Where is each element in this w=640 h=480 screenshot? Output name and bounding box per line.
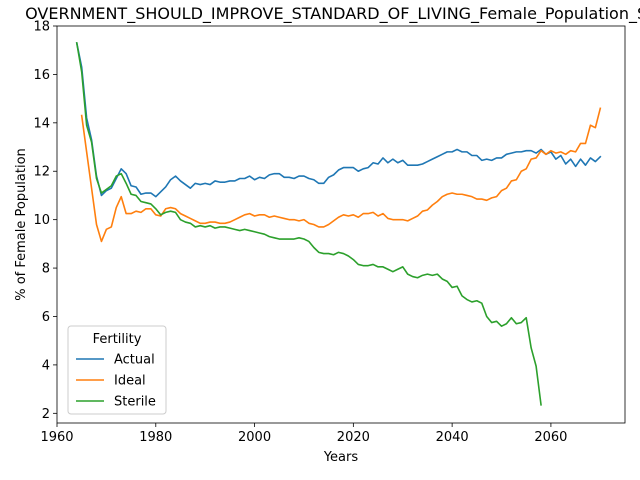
x-tick-label: 1960 bbox=[40, 430, 73, 445]
legend-title: Fertility bbox=[93, 332, 142, 347]
series-line-ideal bbox=[80, 107, 602, 243]
y-tick-label: 4 bbox=[42, 358, 50, 373]
x-axis-label: Years bbox=[323, 450, 359, 465]
plot-frame bbox=[56, 25, 626, 424]
y-tick-label: 2 bbox=[42, 407, 50, 422]
y-tick-label: 16 bbox=[33, 68, 50, 83]
series-layer bbox=[75, 42, 602, 406]
x-tick-label: 2000 bbox=[238, 430, 271, 445]
y-tick-label: 10 bbox=[33, 213, 50, 228]
x-tick-label: 2060 bbox=[534, 430, 567, 445]
x-tick-label: 2040 bbox=[436, 430, 469, 445]
legend: Fertility Actual Ideal Sterile bbox=[67, 325, 167, 415]
legend-label-sterile: Sterile bbox=[114, 395, 156, 410]
y-tick-label: 8 bbox=[42, 262, 50, 277]
y-axis-label: % of Female Population bbox=[14, 148, 29, 301]
legend-label-actual: Actual bbox=[114, 353, 155, 368]
y-tick-label: 18 bbox=[33, 20, 50, 35]
y-tick-label: 6 bbox=[42, 310, 50, 325]
series-line-sterile bbox=[75, 42, 542, 406]
legend-label-ideal: Ideal bbox=[114, 374, 146, 389]
plot-area bbox=[56, 25, 626, 424]
y-tick-label: 14 bbox=[33, 116, 50, 131]
x-tick-label: 2020 bbox=[337, 430, 370, 445]
series-line-actual bbox=[75, 42, 602, 198]
x-tick-label: 1980 bbox=[139, 430, 172, 445]
y-axis: 2 4 6 8 10 12 14 16 18 bbox=[33, 20, 57, 422]
chart-title: OVERNMENT_SHOULD_IMPROVE_STANDARD_OF_LIV… bbox=[25, 4, 640, 24]
y-tick-label: 12 bbox=[33, 165, 50, 180]
legend-box bbox=[67, 325, 167, 415]
x-axis: 1960 1980 2000 2020 2040 2060 bbox=[40, 423, 567, 445]
legend-items: Actual Ideal Sterile bbox=[76, 353, 156, 410]
